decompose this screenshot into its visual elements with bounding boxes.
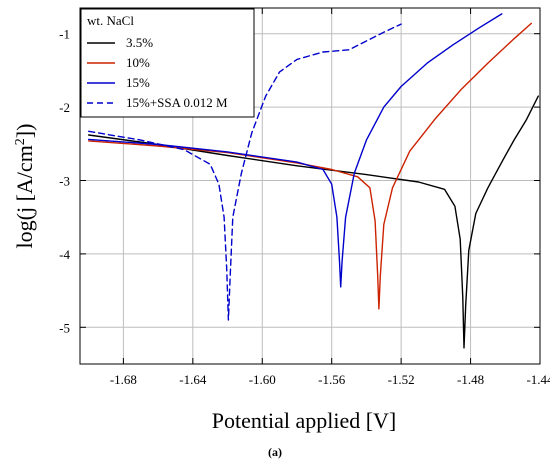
legend-label-3: 15% <box>126 75 150 90</box>
x-tick-label: -1.52 <box>388 372 415 387</box>
x-tick-label: -1.64 <box>179 372 207 387</box>
x-axis-title: Potential applied [V] <box>212 408 397 433</box>
axis-ticks: -1.68 -1.64 -1.60 -1.56 -1.52 -1.48 -1.44 -5 -4 -… <box>59 8 550 387</box>
legend: wt. NaCl 3.5% 10% 15% 15%+SSA 0.012 M <box>80 8 255 118</box>
y-axis-title: log(j [A/cm2]) <box>12 124 37 249</box>
legend-label-1: 3.5% <box>126 35 153 50</box>
series-layer <box>88 13 539 349</box>
x-tick-label: -1.60 <box>249 372 276 387</box>
y-axis-title-main: log(j [A/cm <box>12 145 37 248</box>
x-tick-label: -1.48 <box>457 372 484 387</box>
x-tick-label: -1.56 <box>318 372 346 387</box>
y-axis-title-end: ]) <box>12 124 37 139</box>
y-tick-label: -3 <box>59 173 70 188</box>
y-axis-title-sup: 2 <box>13 138 28 145</box>
legend-label-2: 10% <box>126 55 150 70</box>
x-tick-label: -1.68 <box>110 372 137 387</box>
plot-frame <box>79 7 541 365</box>
legend-label-4: 15%+SSA 0.012 M <box>126 95 228 110</box>
y-tick-label: -2 <box>59 100 70 115</box>
grid-lines <box>80 8 540 364</box>
series-line-2 <box>88 22 532 310</box>
y-tick-label: -1 <box>59 27 70 42</box>
series-line-4 <box>88 23 402 321</box>
figure-caption: (a) <box>268 445 282 459</box>
legend-entries: 3.5% 10% 15% 15%+SSA 0.012 M <box>87 35 228 110</box>
y-tick-label: -5 <box>59 320 70 335</box>
x-tick-label: -1.44 <box>526 372 550 387</box>
series-line-1 <box>88 95 539 349</box>
y-tick-label: -4 <box>59 247 70 262</box>
legend-title: wt. NaCl <box>87 13 134 28</box>
series-line-3 <box>88 13 503 288</box>
